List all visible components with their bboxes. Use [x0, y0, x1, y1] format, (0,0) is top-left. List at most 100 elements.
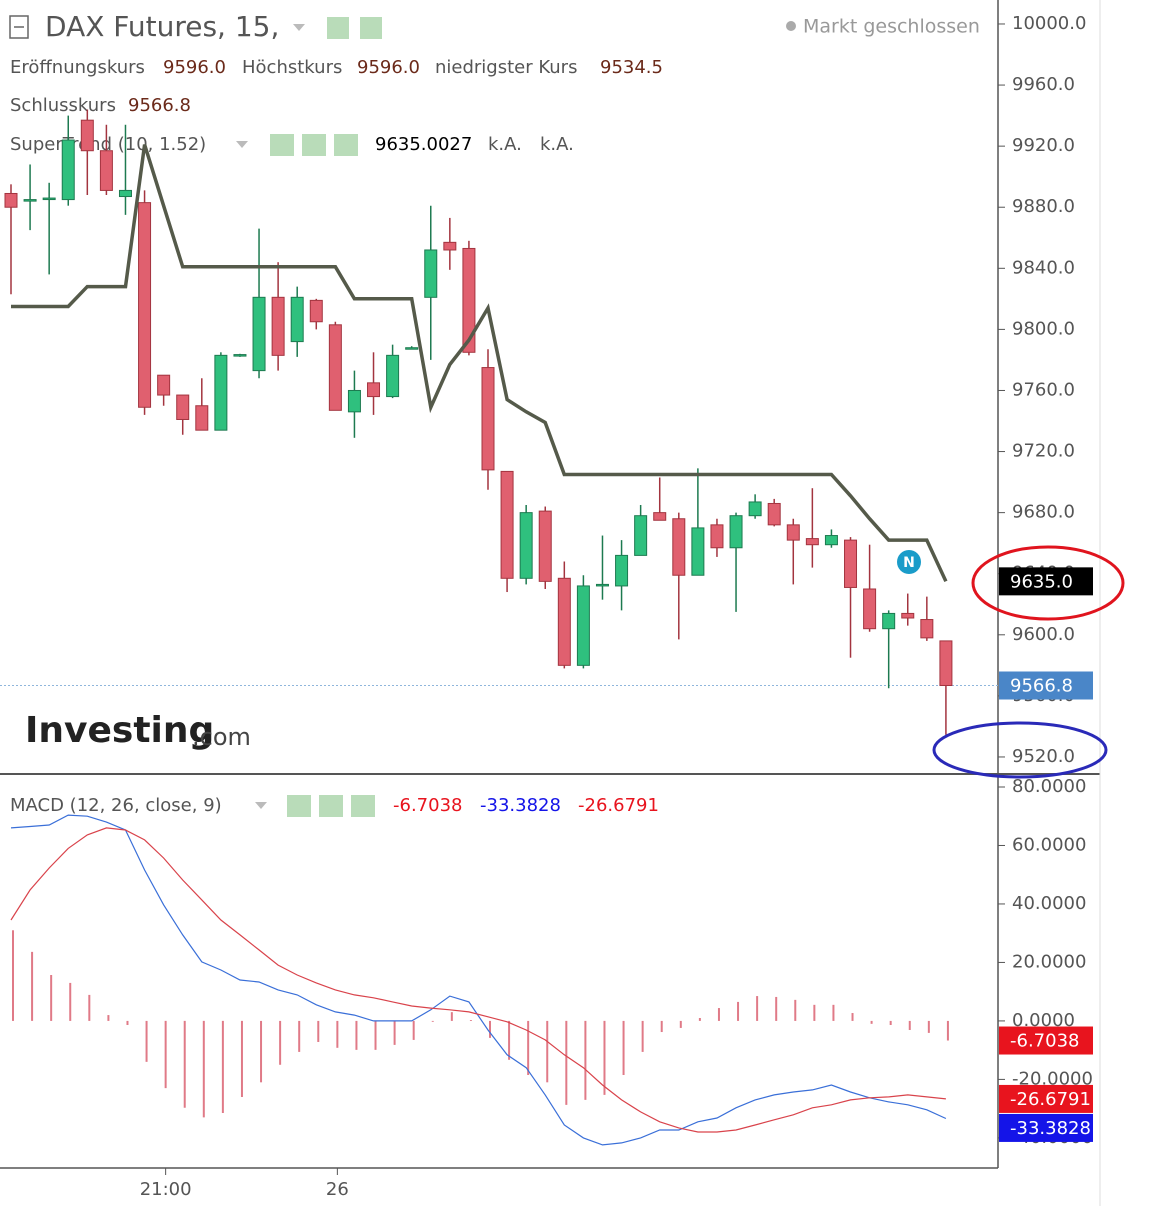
candle-body	[786, 524, 800, 541]
y-tick-label: 10000.0	[1012, 13, 1086, 34]
eye-icon[interactable]	[270, 134, 294, 156]
macd-value-box	[999, 1084, 1093, 1113]
y-tick-label: 9520.0	[1012, 746, 1075, 767]
candle-body	[710, 524, 724, 549]
candle-body	[99, 150, 113, 191]
macd-line	[10, 827, 946, 1133]
macd-line	[10, 814, 947, 1146]
candle-body	[347, 389, 361, 413]
candle-body	[290, 296, 304, 343]
candle-body	[538, 510, 552, 582]
y-tick-label: 40.0000	[1012, 893, 1086, 914]
candle-body	[233, 354, 247, 357]
macd-value-box-text: -33.3828	[1010, 1118, 1091, 1139]
y-tick-label: 20.0000	[1012, 951, 1086, 972]
chart-title: DAX Futures, 15,	[45, 10, 279, 43]
gear-icon[interactable]	[302, 134, 326, 156]
dropdown-icon[interactable]	[255, 802, 267, 809]
macd-value-box-text: -26.6791	[1010, 1089, 1091, 1110]
y-tick-label: 9840.0	[1012, 257, 1075, 278]
price-marker	[999, 567, 1093, 596]
price-marker	[999, 671, 1093, 700]
candle-body	[23, 199, 37, 202]
indicator-name: SuperTrend (10, 1.52)	[10, 134, 206, 155]
candle-body	[462, 247, 476, 353]
collapse-icon[interactable]	[9, 15, 29, 39]
macd-title: MACD (12, 26, close, 9)	[10, 795, 222, 816]
candle-body	[424, 249, 438, 298]
dropdown-icon[interactable]	[293, 24, 305, 31]
candle-body	[61, 139, 75, 201]
y-tick-label: 9960.0	[1012, 74, 1075, 95]
candle-body	[386, 354, 400, 398]
logo: Investing	[25, 710, 214, 751]
indicator-value: k.A.	[540, 134, 574, 155]
ohlc-value: 9596.0	[163, 57, 226, 78]
y-tick-label: 0.0000	[1012, 1010, 1075, 1031]
candle-body	[367, 382, 381, 398]
macd-legend-value: -6.7038	[393, 795, 462, 816]
candle-body	[405, 347, 419, 350]
y-tick-label: 9880.0	[1012, 196, 1075, 217]
x-tick-label: 21:00	[140, 1179, 192, 1200]
event-marker[interactable]	[897, 550, 921, 574]
candle-body	[195, 405, 209, 431]
highlight-ellipse	[932, 721, 1108, 779]
indicator-value: k.A.	[488, 134, 522, 155]
ohlc-value: 9534.5	[600, 57, 663, 78]
candle-body	[595, 583, 609, 587]
candle-body	[500, 470, 514, 579]
y-tick-label: -20.0000	[1012, 1068, 1093, 1089]
eye-icon[interactable]	[327, 17, 349, 39]
indicator-value: 9635.0027	[375, 134, 472, 155]
dropdown-icon[interactable]	[236, 141, 248, 148]
y-tick-label: 80.0000	[1012, 776, 1086, 797]
close-value: 9566.8	[128, 95, 191, 116]
market-status: Markt geschlossen	[803, 16, 980, 38]
x-tick-label: 26	[326, 1179, 349, 1200]
candle-body	[481, 367, 495, 471]
candle-body	[882, 612, 896, 630]
candle-body	[157, 374, 171, 396]
candle-body	[252, 296, 266, 372]
event-marker-label: N	[903, 555, 915, 571]
candle-body	[729, 515, 743, 549]
candle-body	[939, 640, 953, 686]
y-tick-label: 9680.0	[1012, 502, 1075, 523]
candle-body	[328, 324, 342, 411]
macd-legend-value: -33.3828	[480, 795, 561, 816]
y-tick-label: 9800.0	[1012, 318, 1075, 339]
macd-legend-value: -26.6791	[578, 795, 659, 816]
candle-body	[653, 512, 667, 521]
price-marker-text: 9635.0	[1010, 571, 1073, 592]
candle-body	[824, 535, 838, 546]
candle-body	[615, 554, 629, 587]
candle-body	[748, 501, 762, 517]
y-tick-label: 9760.0	[1012, 379, 1075, 400]
candle-body	[767, 502, 781, 526]
candle-body	[443, 241, 457, 251]
candle-body	[4, 192, 18, 208]
macd-value-box-text: -6.7038	[1010, 1031, 1079, 1052]
gear-icon[interactable]	[360, 17, 382, 39]
candle-body	[176, 394, 190, 420]
status-dot	[786, 21, 796, 31]
eye-icon[interactable]	[287, 795, 311, 817]
candle-body	[805, 538, 819, 546]
gear-icon[interactable]	[319, 795, 343, 817]
candle-body	[672, 518, 686, 576]
close-icon[interactable]	[334, 134, 358, 156]
candle-body	[271, 296, 285, 356]
close-icon[interactable]	[351, 795, 375, 817]
candle-body	[80, 119, 94, 152]
candle-body	[634, 515, 648, 556]
candle-body	[557, 577, 571, 666]
candle-body	[309, 299, 323, 323]
supertrend-line	[11, 144, 948, 583]
ohlc-label: niedrigster Kurs	[435, 57, 577, 78]
y-tick-label: 60.0000	[1012, 834, 1086, 855]
ohlc-value: 9596.0	[357, 57, 420, 78]
candle-body	[844, 539, 858, 588]
